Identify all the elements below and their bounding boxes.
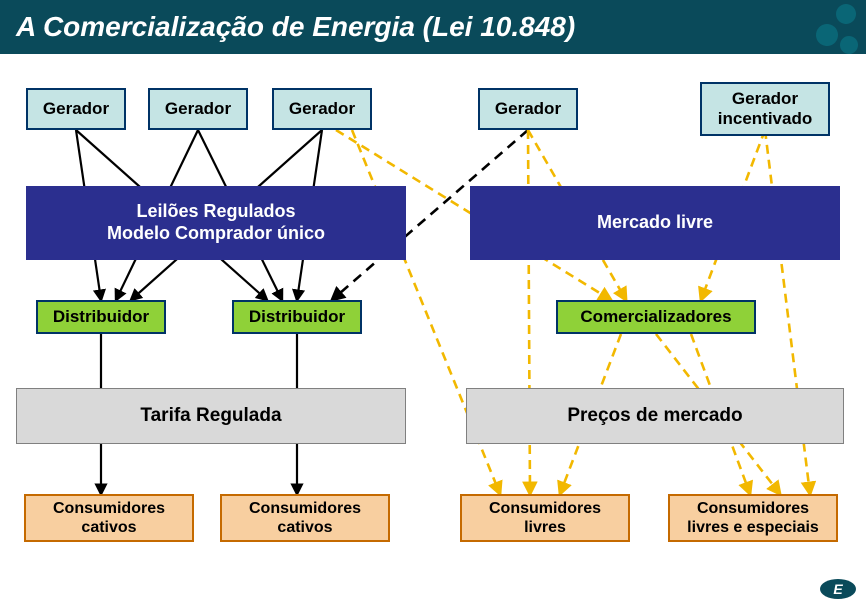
- node-gerador-3: Gerador: [272, 88, 372, 130]
- label: Gerador incentivado: [706, 89, 824, 130]
- node-consumidores-cativos-2: Consumidores cativos: [220, 494, 390, 542]
- node-distribuidor-1: Distribuidor: [36, 300, 166, 334]
- page-title: A Comercialização de Energia (Lei 10.848…: [16, 11, 575, 43]
- label: Consumidores livres e especiais: [674, 499, 832, 537]
- node-consumidores-livres: Consumidores livres: [460, 494, 630, 542]
- label: Distribuidor: [53, 307, 149, 327]
- label: Distribuidor: [249, 307, 345, 327]
- diagram-area: Gerador Gerador Gerador Gerador Gerador …: [0, 54, 866, 605]
- label: Preços de mercado: [567, 405, 742, 428]
- svg-text:E: E: [833, 581, 843, 597]
- label: Leilões Regulados Modelo Comprador único: [107, 201, 325, 244]
- label: Tarifa Regulada: [140, 405, 281, 428]
- label: Gerador: [495, 99, 561, 119]
- header-bar: A Comercialização de Energia (Lei 10.848…: [0, 0, 866, 54]
- label: Comercializadores: [580, 307, 731, 327]
- node-leiloes-regulados: Leilões Regulados Modelo Comprador único: [26, 186, 406, 260]
- node-comercializadores: Comercializadores: [556, 300, 756, 334]
- label: Gerador: [289, 99, 355, 119]
- label: Gerador: [43, 99, 109, 119]
- node-gerador-4: Gerador: [478, 88, 578, 130]
- node-distribuidor-2: Distribuidor: [232, 300, 362, 334]
- label: Consumidores cativos: [226, 499, 384, 537]
- node-mercado-livre: Mercado livre: [470, 186, 840, 260]
- label: Mercado livre: [597, 212, 713, 234]
- node-gerador-1: Gerador: [26, 88, 126, 130]
- node-consumidores-livres-especiais: Consumidores livres e especiais: [668, 494, 838, 542]
- node-gerador-2: Gerador: [148, 88, 248, 130]
- node-consumidores-cativos-1: Consumidores cativos: [24, 494, 194, 542]
- node-precos-mercado: Preços de mercado: [466, 388, 844, 444]
- node-tarifa-regulada: Tarifa Regulada: [16, 388, 406, 444]
- footer-logo: E: [818, 577, 858, 601]
- label: Gerador: [165, 99, 231, 119]
- label: Consumidores livres: [466, 499, 624, 537]
- label: Consumidores cativos: [30, 499, 188, 537]
- node-gerador-incentivado: Gerador incentivado: [700, 82, 830, 136]
